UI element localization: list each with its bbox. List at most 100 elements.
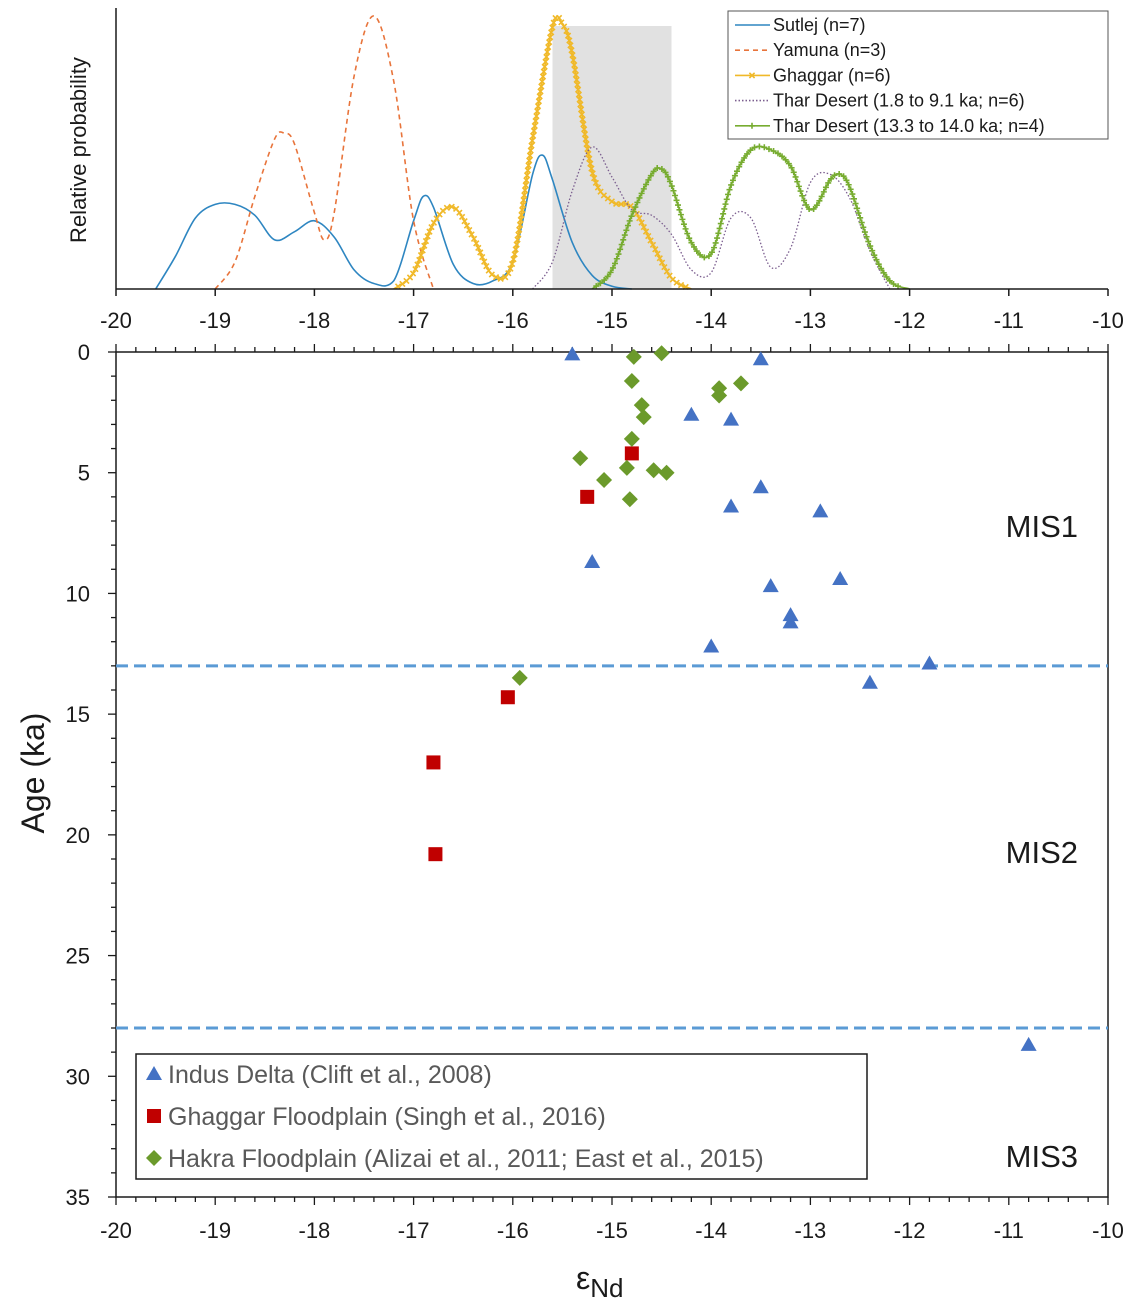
density-marker bbox=[638, 190, 645, 197]
density-marker bbox=[890, 280, 897, 287]
density-marker bbox=[526, 157, 533, 164]
density-marker bbox=[810, 205, 817, 212]
density-marker bbox=[592, 179, 600, 187]
density-marker bbox=[424, 233, 431, 240]
x-tick-label: -15 bbox=[596, 1218, 628, 1243]
density-marker bbox=[607, 269, 614, 276]
density-marker bbox=[642, 228, 650, 235]
density-marker bbox=[626, 217, 633, 224]
density-marker bbox=[647, 237, 654, 244]
density-marker bbox=[795, 183, 802, 190]
density-marker bbox=[470, 235, 478, 242]
data-point-triangle bbox=[752, 351, 769, 366]
density-marker bbox=[430, 219, 438, 226]
density-marker bbox=[524, 167, 531, 174]
density-marker bbox=[580, 126, 588, 133]
density-marker bbox=[741, 154, 748, 161]
density-marker bbox=[526, 152, 534, 159]
density-marker bbox=[574, 86, 582, 93]
density-marker bbox=[549, 24, 556, 31]
mis-zone-label: MIS3 bbox=[1006, 1139, 1078, 1174]
density-marker bbox=[520, 196, 527, 204]
data-point-triangle bbox=[832, 570, 849, 585]
density-marker bbox=[515, 231, 522, 238]
top-legend-marker bbox=[748, 72, 756, 79]
density-marker bbox=[883, 273, 890, 280]
density-marker bbox=[645, 176, 652, 183]
mis-zone-label: MIS2 bbox=[1006, 835, 1078, 870]
density-marker bbox=[670, 187, 677, 194]
data-point-diamond bbox=[625, 348, 642, 365]
density-marker bbox=[673, 279, 680, 286]
density-marker bbox=[575, 91, 583, 98]
density-marker bbox=[797, 188, 804, 195]
density-marker bbox=[845, 181, 852, 188]
density-marker bbox=[564, 32, 572, 39]
bottom-axis-ticks: -20 -19 -18 -17 -16 -15 -14 -13 -12 -11 -10 0 5 10 15 2… bbox=[66, 340, 1124, 1243]
density-marker bbox=[528, 142, 535, 149]
density-marker bbox=[799, 192, 806, 199]
density-marker bbox=[672, 192, 679, 199]
density-marker bbox=[658, 166, 665, 173]
y-tick-label: 25 bbox=[66, 944, 90, 969]
density-marker bbox=[658, 259, 666, 266]
density-marker bbox=[825, 179, 832, 186]
density-marker bbox=[858, 219, 865, 226]
x-tick-label: -18 bbox=[299, 1218, 331, 1243]
x-tick-label: -16 bbox=[497, 1218, 529, 1243]
density-marker bbox=[729, 177, 736, 184]
density-marker bbox=[731, 172, 738, 179]
density-marker bbox=[514, 236, 521, 243]
density-marker bbox=[630, 208, 637, 215]
density-marker bbox=[539, 73, 547, 80]
top-legend-label: Yamuna (n=3) bbox=[773, 40, 886, 60]
density-marker bbox=[536, 93, 543, 100]
data-point-triangle bbox=[782, 614, 799, 629]
density-marker bbox=[545, 38, 553, 46]
density-marker bbox=[720, 210, 727, 217]
density-marker bbox=[530, 127, 538, 135]
density-marker bbox=[615, 251, 622, 258]
density-marker bbox=[751, 144, 758, 151]
density-marker bbox=[857, 214, 864, 221]
shaded-range bbox=[552, 26, 672, 289]
density-marker bbox=[519, 201, 527, 209]
density-marker bbox=[649, 241, 657, 249]
density-marker bbox=[492, 274, 500, 281]
density-marker bbox=[560, 23, 568, 30]
density-marker bbox=[779, 153, 786, 160]
density-marker bbox=[623, 227, 630, 234]
density-marker bbox=[583, 140, 590, 148]
mis-zone-label: MIS1 bbox=[1006, 509, 1078, 544]
density-marker bbox=[609, 264, 616, 271]
density-marker bbox=[816, 197, 823, 204]
density-marker bbox=[869, 247, 876, 254]
density-marker bbox=[597, 280, 604, 287]
density-marker bbox=[532, 117, 539, 125]
density-marker bbox=[761, 144, 768, 151]
density-marker bbox=[516, 226, 523, 233]
density-marker bbox=[662, 169, 669, 176]
data-point-diamond bbox=[623, 430, 640, 447]
density-marker bbox=[718, 215, 725, 222]
density-marker bbox=[569, 51, 576, 59]
data-point-diamond bbox=[635, 409, 652, 426]
density-marker bbox=[722, 201, 729, 208]
density-marker bbox=[538, 83, 545, 90]
density-marker bbox=[663, 268, 671, 275]
density-marker bbox=[861, 229, 868, 236]
density-marker bbox=[792, 173, 799, 180]
density-marker bbox=[661, 263, 668, 271]
density-marker bbox=[481, 258, 488, 265]
density-marker bbox=[523, 172, 531, 179]
density-marker bbox=[529, 132, 537, 139]
density-marker bbox=[725, 191, 732, 198]
data-point-square bbox=[500, 690, 515, 705]
density-marker bbox=[546, 34, 554, 41]
density-marker bbox=[680, 221, 687, 228]
top-legend: Sutlej (n=7) Yamuna (n=3) Ghaggar (n=6) Tha… bbox=[727, 10, 1109, 140]
top-x-ticks: -20 -19 -18 -17 -16 -15 -14 -13 -12 -11 -10 bbox=[100, 289, 1124, 333]
density-marker bbox=[886, 277, 893, 284]
density-marker bbox=[636, 194, 643, 201]
density-marker bbox=[682, 225, 689, 232]
